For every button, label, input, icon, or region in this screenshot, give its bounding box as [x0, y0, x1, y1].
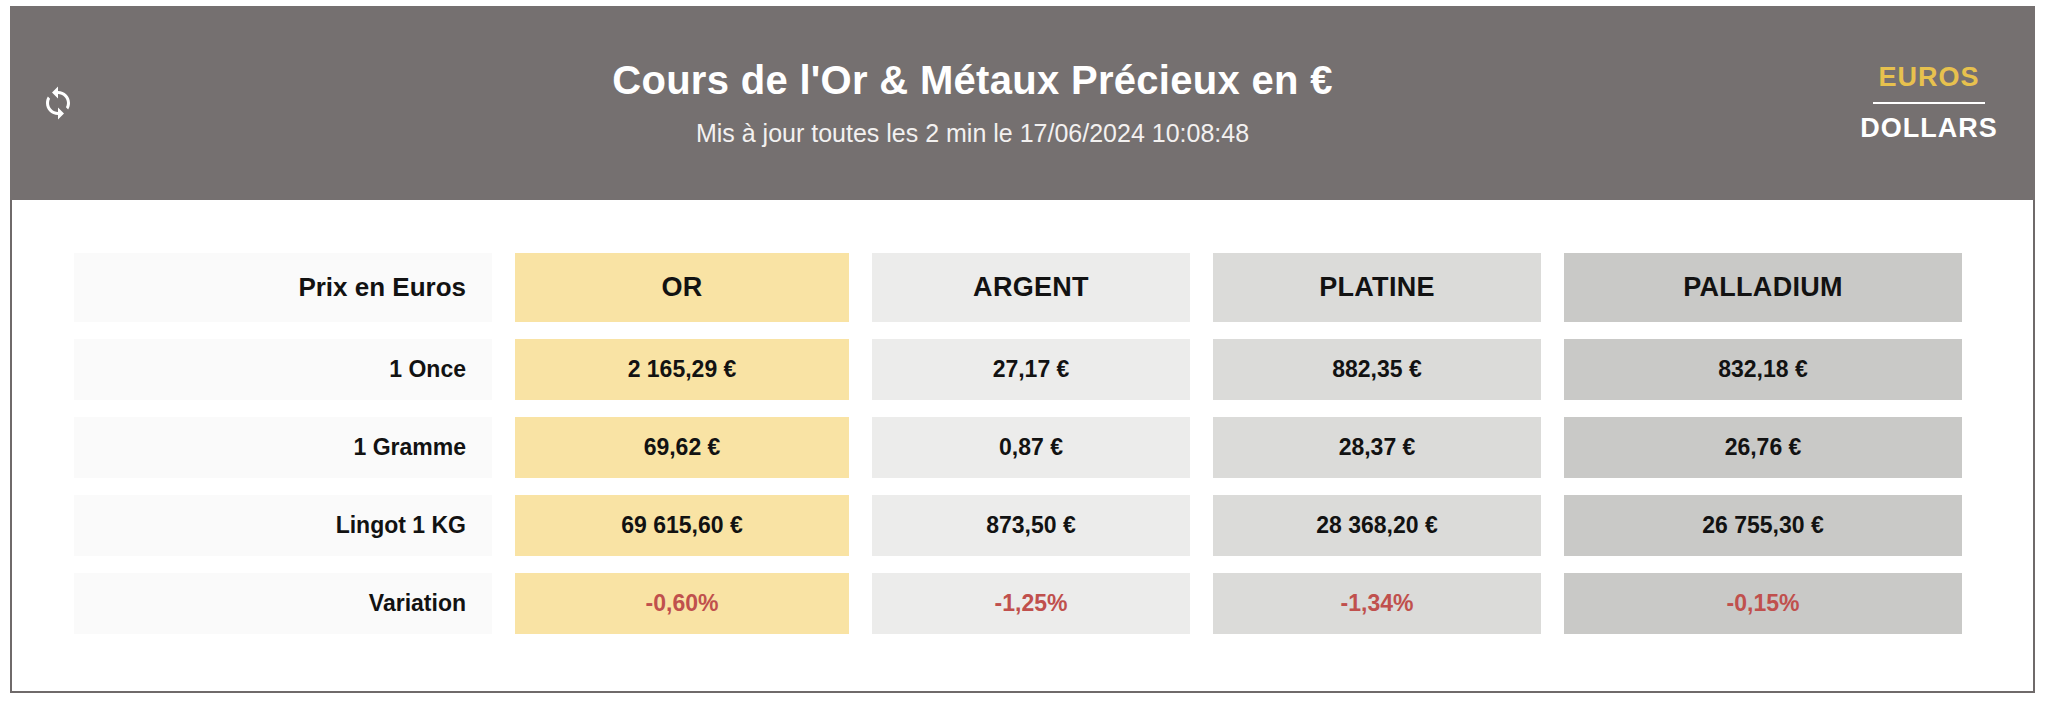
column-header-argent: ARGENT [872, 253, 1190, 322]
price-cell-palladium-once: 832,18 € [1564, 339, 1962, 400]
metals-price-table: Prix en Euros OR ARGENT PLATINE PALLADIU… [74, 253, 2033, 634]
price-cell-platine-gramme: 28,37 € [1213, 417, 1541, 478]
refresh-zone [10, 85, 106, 121]
currency-toggle: EUROS DOLLARS [1839, 62, 2035, 144]
price-widget-panel: Cours de l'Or & Métaux Précieux en € Mis… [10, 6, 2035, 693]
refresh-icon [40, 109, 76, 124]
price-cell-or-once: 2 165,29 € [515, 339, 849, 400]
column-header-palladium: PALLADIUM [1564, 253, 1962, 322]
price-cell-argent-lingot: 873,50 € [872, 495, 1190, 556]
title-zone: Cours de l'Or & Métaux Précieux en € Mis… [106, 58, 1839, 148]
column-header-platine: PLATINE [1213, 253, 1541, 322]
price-cell-platine-once: 882,35 € [1213, 339, 1541, 400]
variation-cell-palladium: -0,15% [1564, 573, 1962, 634]
price-cell-argent-gramme: 0,87 € [872, 417, 1190, 478]
header-bar: Cours de l'Or & Métaux Précieux en € Mis… [10, 6, 2035, 200]
row-label-once: 1 Once [74, 339, 492, 400]
row-label-gramme: 1 Gramme [74, 417, 492, 478]
table-corner-label: Prix en Euros [74, 253, 492, 322]
row-label-lingot: Lingot 1 KG [74, 495, 492, 556]
variation-cell-argent: -1,25% [872, 573, 1190, 634]
price-cell-palladium-lingot: 26 755,30 € [1564, 495, 1962, 556]
refresh-button[interactable] [40, 85, 76, 121]
price-cell-argent-once: 27,17 € [872, 339, 1190, 400]
price-cell-or-gramme: 69,62 € [515, 417, 849, 478]
column-header-or: OR [515, 253, 849, 322]
last-updated-text: Mis à jour toutes les 2 min le 17/06/202… [106, 119, 1839, 148]
variation-cell-platine: -1,34% [1213, 573, 1541, 634]
variation-cell-or: -0,60% [515, 573, 849, 634]
row-label-variation: Variation [74, 573, 492, 634]
price-cell-palladium-gramme: 26,76 € [1564, 417, 1962, 478]
currency-option-dollars[interactable]: DOLLARS [1860, 113, 1998, 144]
price-cell-or-lingot: 69 615,60 € [515, 495, 849, 556]
page-title: Cours de l'Or & Métaux Précieux en € [106, 58, 1839, 103]
currency-separator-line [1873, 102, 1985, 104]
price-cell-platine-lingot: 28 368,20 € [1213, 495, 1541, 556]
currency-option-euros[interactable]: EUROS [1878, 62, 1979, 93]
